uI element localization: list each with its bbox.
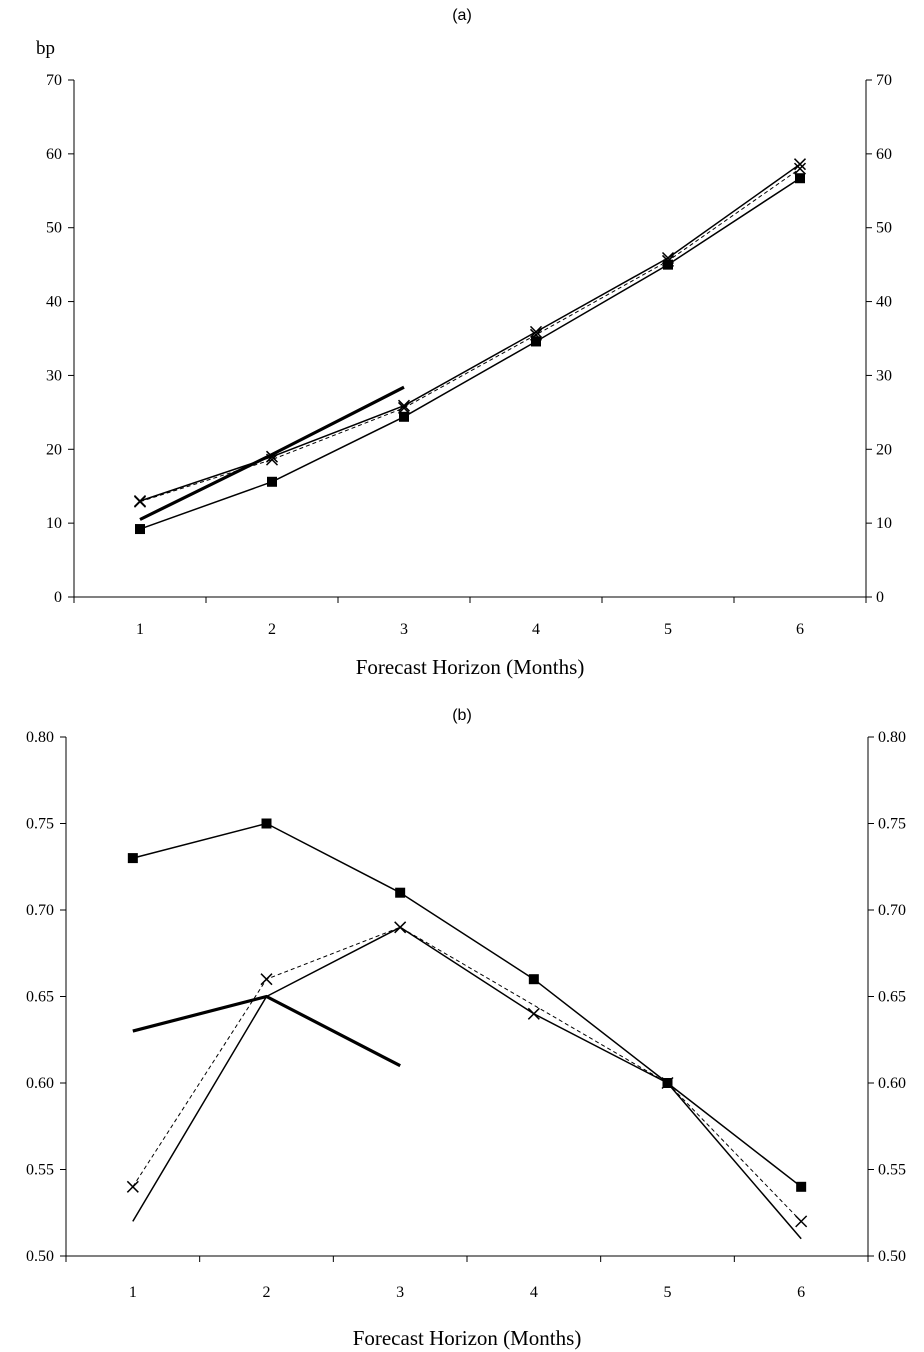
panel-a-unit-label: bp [36, 38, 55, 59]
panel-a-series-2-point [793, 162, 807, 175]
panel-b-x-tick-label: 5 [664, 1284, 672, 1301]
panel-a-y-tick-label-right: 60 [876, 146, 892, 163]
panel-a-y-tick-label-right: 50 [876, 220, 892, 237]
panel-a-y-tick-label-right: 40 [876, 294, 892, 311]
panel-a-series-1-point [267, 476, 277, 487]
panel-b-series-1-point [796, 1181, 807, 1192]
panel-a-series-2-point [661, 254, 675, 267]
panel-a-y-tick-label-left: 10 [46, 515, 62, 532]
panel-a-y-tick-label-left: 60 [46, 146, 62, 163]
panel-b-y-tick-label-right: 0.55 [878, 1162, 906, 1179]
panel-a-y-tick-label-right: 70 [876, 72, 892, 89]
panel-a-x-tick-label: 1 [136, 621, 144, 638]
panel-b-series-1-point [395, 887, 406, 898]
panel-b-series-1-line [132, 822, 802, 1188]
panel-a-series-3 [133, 158, 807, 508]
panel-a-y-tick-label-left: 70 [46, 72, 62, 89]
panel-b-y-tick-label-right: 0.50 [878, 1248, 906, 1265]
panel-a-series-1-point [663, 259, 673, 270]
panel-a-series-2-line [139, 168, 801, 503]
panel-b-series-1-point [528, 974, 539, 985]
panel-b-y-tick-label-right: 0.60 [878, 1075, 906, 1092]
panel-a-series-4-line [139, 385, 405, 521]
panel-b-series-3 [132, 926, 802, 1240]
panel-a-x-axis-title: Forecast Horizon (Months) [356, 655, 585, 679]
panel-b: (b) 0.50 0.50 0.55 0.55 0.60 0.60 0.65 0.65 0.70 0… [26, 707, 906, 1350]
panel-a-series-1-point [135, 524, 145, 535]
panel-b-y-tick-label-left: 0.75 [26, 816, 54, 833]
panel-a-series-3-point [133, 494, 147, 508]
panel-a-series-3-line [139, 163, 801, 502]
panel-b-x-tick-label: 3 [396, 1284, 404, 1301]
panel-a-series-1 [135, 173, 805, 535]
panel-a: (a) bp 0 0 10 10 20 20 30 30 40 40 50 50 60 60 70 70 1 2 3 4 5… [36, 7, 892, 679]
panel-a-y-tick-label-right: 30 [876, 367, 892, 384]
panel-a-y-tick-label-left: 0 [54, 589, 62, 606]
panel-b-x-tick-label: 1 [129, 1284, 137, 1301]
panel-a-y-tick-label-left: 30 [46, 367, 62, 384]
panel-b-y-tick-label-left: 0.70 [26, 902, 54, 919]
panel-b-series-1-point [127, 853, 138, 864]
panel-b-x-axis-title: Forecast Horizon (Months) [353, 1326, 582, 1350]
panel-a-x-tick-label: 4 [532, 621, 540, 638]
panel-b-y-tick-label-right: 0.65 [878, 989, 906, 1006]
panel-b-y-tick-label-left: 0.65 [26, 989, 54, 1006]
panel-a-y-tick-label-right: 0 [876, 589, 884, 606]
panel-b-series-1-point [261, 818, 272, 829]
panel-a-y-tick-label-left: 20 [46, 441, 62, 458]
panel-a-y-tick-label-left: 40 [46, 294, 62, 311]
panel-a-series-1-point [531, 336, 541, 347]
panel-b-series-4 [527, 1007, 540, 1020]
panel-b-y-tick-label-right: 0.75 [878, 816, 906, 833]
panel-a-series-3-point [661, 251, 675, 265]
panel-b-series-3-line [132, 926, 802, 1240]
panel-a-x-tick-label: 3 [400, 621, 408, 638]
panel-a-series-1-point [399, 411, 409, 422]
panel-a-series-2-point [529, 328, 543, 341]
panel-b-x-tick-label: 4 [530, 1284, 538, 1301]
panel-a-x-tick-label: 2 [268, 621, 276, 638]
panel-a-x-tick-label: 6 [796, 621, 804, 638]
panel-b-y-tick-label-left: 0.60 [26, 1075, 54, 1092]
panel-b-y-tick-label-left: 0.80 [26, 729, 54, 746]
panel-b-series-5 [132, 994, 401, 1068]
panel-b-y-tick-label-right: 0.70 [878, 902, 906, 919]
panel-a-y-tick-label-left: 50 [46, 220, 62, 237]
panel-b-series-2-point [795, 1215, 808, 1228]
panel-a-series-1-line [139, 177, 801, 530]
panel-a-y-tick-label-right: 10 [876, 515, 892, 532]
panel-a-series-1-point [795, 173, 805, 184]
panel-b-x-tick-label: 2 [263, 1284, 271, 1301]
panel-b-series-2-line [132, 926, 802, 1222]
panel-a-series-3-point [397, 399, 411, 412]
panel-b-series-2-point [260, 973, 273, 986]
panel-b-x-tick-label: 6 [797, 1284, 805, 1301]
panel-a-y-tick-label-right: 20 [876, 441, 892, 458]
panel-b-y-tick-label-right: 0.80 [878, 729, 906, 746]
panel-b-series-2-point [126, 1180, 139, 1193]
panel-a-title: (a) [452, 7, 472, 24]
panel-a-series-3-point [793, 158, 807, 171]
panel-a-series-4 [139, 385, 405, 521]
panel-b-title: (b) [452, 707, 472, 724]
panel-b-series-4-point [527, 1007, 540, 1020]
panel-b-series-2 [126, 921, 808, 1228]
panel-a-series-2 [133, 162, 807, 508]
panel-a-series-3-point [529, 325, 543, 338]
panel-b-series-5-line [132, 994, 401, 1068]
panel-b-y-tick-label-left: 0.50 [26, 1248, 54, 1265]
panel-b-y-tick-label-left: 0.55 [26, 1162, 54, 1179]
panel-a-x-tick-label: 5 [664, 621, 672, 638]
